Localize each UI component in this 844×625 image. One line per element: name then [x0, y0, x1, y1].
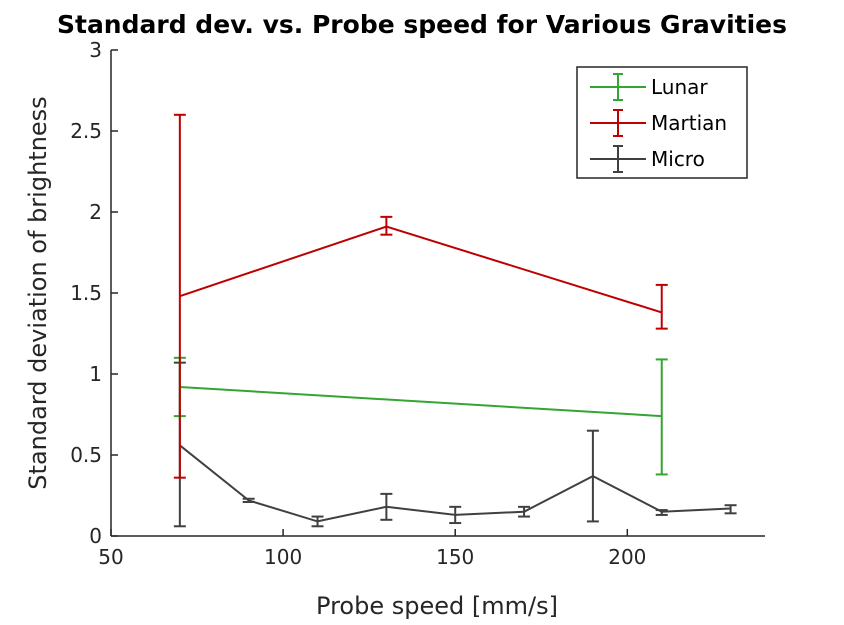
legend-label-lunar: Lunar — [651, 75, 708, 99]
series-line-lunar — [179, 386, 662, 418]
error-bar-martian — [173, 113, 186, 479]
legend: Lunar Martian Micro — [576, 66, 748, 179]
y-axis-label: Standard deviation of brightness — [24, 96, 52, 489]
x-tick-label: 50 — [98, 545, 123, 569]
series-layer — [173, 113, 737, 528]
error-bar-micro — [449, 505, 462, 525]
error-bar-martian — [380, 215, 393, 236]
x-tick-label: 100 — [264, 545, 302, 569]
y-tick-label: 1.5 — [70, 281, 102, 305]
y-tick-label: 1 — [89, 362, 102, 386]
y-tick-label: 0.5 — [70, 443, 102, 467]
legend-label-micro: Micro — [651, 147, 705, 171]
legend-item-martian: Martian — [590, 109, 727, 137]
error-bar-micro — [724, 504, 737, 515]
error-bar-micro — [655, 509, 668, 516]
x-axis-label: Probe speed [mm/s] — [316, 592, 558, 620]
legend-items: Lunar Martian Micro — [590, 73, 727, 173]
error-bar-micro — [380, 492, 393, 521]
error-bar-micro — [242, 497, 255, 503]
error-bar-micro — [311, 515, 324, 528]
error-bar-lunar — [655, 358, 668, 476]
series-micro — [173, 361, 737, 528]
y-tick-label: 3 — [89, 38, 102, 62]
legend-item-lunar: Lunar — [590, 73, 708, 101]
x-tick-label: 150 — [436, 545, 474, 569]
error-bar-martian — [655, 283, 668, 330]
error-bar-micro — [518, 505, 531, 518]
series-martian — [173, 113, 668, 479]
legend-item-micro: Micro — [590, 145, 705, 173]
x-axis-ticks: 50 100 150 200 — [98, 529, 646, 569]
y-tick-label: 2.5 — [70, 119, 102, 143]
error-bar-micro — [586, 429, 599, 523]
legend-label-martian: Martian — [651, 111, 727, 135]
y-tick-label: 2 — [89, 200, 102, 224]
y-tick-label: 0 — [89, 524, 102, 548]
series-line-martian — [179, 225, 662, 314]
chart-title: Standard dev. vs. Probe speed for Variou… — [57, 10, 787, 39]
x-tick-label: 200 — [608, 545, 646, 569]
y-axis-ticks: 0 0.5 1 1.5 2 2.5 3 — [70, 38, 118, 548]
plot-area: 50 100 150 200 0 0.5 1 1.5 2 2.5 3 — [70, 38, 765, 569]
